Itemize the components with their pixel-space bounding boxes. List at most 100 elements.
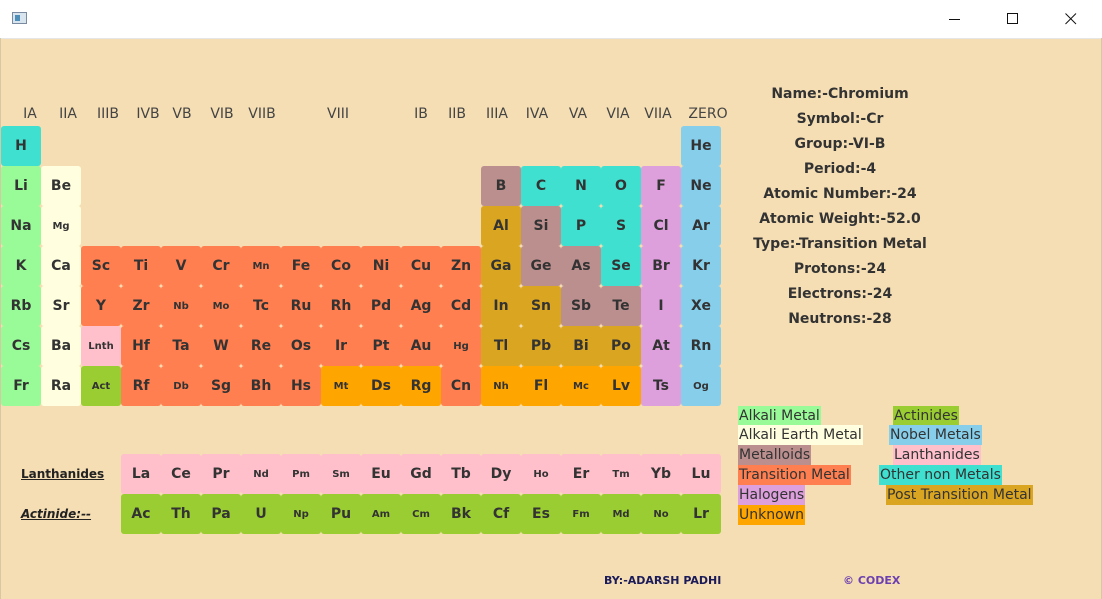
element-act[interactable]: Act — [81, 366, 121, 406]
element-tc[interactable]: Tc — [241, 286, 281, 326]
element-ti[interactable]: Ti — [121, 246, 161, 286]
element-yb[interactable]: Yb — [641, 454, 681, 494]
element-pt[interactable]: Pt — [361, 326, 401, 366]
element-lr[interactable]: Lr — [681, 494, 721, 534]
element-mo[interactable]: Mo — [201, 286, 241, 326]
element-re[interactable]: Re — [241, 326, 281, 366]
element-ir[interactable]: Ir — [321, 326, 361, 366]
element-bk[interactable]: Bk — [441, 494, 481, 534]
minimize-button[interactable] — [926, 0, 984, 38]
element-in[interactable]: In — [481, 286, 521, 326]
element-mn[interactable]: Mn — [241, 246, 281, 286]
element-pb[interactable]: Pb — [521, 326, 561, 366]
element-tl[interactable]: Tl — [481, 326, 521, 366]
element-cn[interactable]: Cn — [441, 366, 481, 406]
element-se[interactable]: Se — [601, 246, 641, 286]
element-p[interactable]: P — [561, 206, 601, 246]
element-nh[interactable]: Nh — [481, 366, 521, 406]
element-ga[interactable]: Ga — [481, 246, 521, 286]
element-mg[interactable]: Mg — [41, 206, 81, 246]
element-og[interactable]: Og — [681, 366, 721, 406]
element-cd[interactable]: Cd — [441, 286, 481, 326]
element-v[interactable]: V — [161, 246, 201, 286]
element-u[interactable]: U — [241, 494, 281, 534]
element-as[interactable]: As — [561, 246, 601, 286]
element-ar[interactable]: Ar — [681, 206, 721, 246]
element-os[interactable]: Os — [281, 326, 321, 366]
element-c[interactable]: C — [521, 166, 561, 206]
element-xe[interactable]: Xe — [681, 286, 721, 326]
element-la[interactable]: La — [121, 454, 161, 494]
element-rh[interactable]: Rh — [321, 286, 361, 326]
element-co[interactable]: Co — [321, 246, 361, 286]
element-rg[interactable]: Rg — [401, 366, 441, 406]
element-nd[interactable]: Nd — [241, 454, 281, 494]
element-dy[interactable]: Dy — [481, 454, 521, 494]
element-np[interactable]: Np — [281, 494, 321, 534]
element-bi[interactable]: Bi — [561, 326, 601, 366]
element-hf[interactable]: Hf — [121, 326, 161, 366]
element-f[interactable]: F — [641, 166, 681, 206]
element-hg[interactable]: Hg — [441, 326, 481, 366]
element-cr[interactable]: Cr — [201, 246, 241, 286]
element-zr[interactable]: Zr — [121, 286, 161, 326]
element-cs[interactable]: Cs — [1, 326, 41, 366]
element-mc[interactable]: Mc — [561, 366, 601, 406]
element-rb[interactable]: Rb — [1, 286, 41, 326]
element-ni[interactable]: Ni — [361, 246, 401, 286]
element-sm[interactable]: Sm — [321, 454, 361, 494]
element-cu[interactable]: Cu — [401, 246, 441, 286]
element-sn[interactable]: Sn — [521, 286, 561, 326]
element-nb[interactable]: Nb — [161, 286, 201, 326]
element-ra[interactable]: Ra — [41, 366, 81, 406]
element-y[interactable]: Y — [81, 286, 121, 326]
element-lu[interactable]: Lu — [681, 454, 721, 494]
element-br[interactable]: Br — [641, 246, 681, 286]
element-pu[interactable]: Pu — [321, 494, 361, 534]
element-lv[interactable]: Lv — [601, 366, 641, 406]
element-ru[interactable]: Ru — [281, 286, 321, 326]
element-s[interactable]: S — [601, 206, 641, 246]
element-cf[interactable]: Cf — [481, 494, 521, 534]
element-n[interactable]: N — [561, 166, 601, 206]
element-pr[interactable]: Pr — [201, 454, 241, 494]
close-button[interactable] — [1042, 0, 1100, 38]
element-pd[interactable]: Pd — [361, 286, 401, 326]
element-es[interactable]: Es — [521, 494, 561, 534]
element-db[interactable]: Db — [161, 366, 201, 406]
element-pm[interactable]: Pm — [281, 454, 321, 494]
element-sr[interactable]: Sr — [41, 286, 81, 326]
element-bh[interactable]: Bh — [241, 366, 281, 406]
element-i[interactable]: I — [641, 286, 681, 326]
element-po[interactable]: Po — [601, 326, 641, 366]
element-ba[interactable]: Ba — [41, 326, 81, 366]
element-zn[interactable]: Zn — [441, 246, 481, 286]
element-er[interactable]: Er — [561, 454, 601, 494]
element-he[interactable]: He — [681, 126, 721, 166]
element-ca[interactable]: Ca — [41, 246, 81, 286]
element-ge[interactable]: Ge — [521, 246, 561, 286]
element-au[interactable]: Au — [401, 326, 441, 366]
element-li[interactable]: Li — [1, 166, 41, 206]
element-lnth[interactable]: Lnth — [81, 326, 121, 366]
element-sc[interactable]: Sc — [81, 246, 121, 286]
element-be[interactable]: Be — [41, 166, 81, 206]
element-ag[interactable]: Ag — [401, 286, 441, 326]
element-hs[interactable]: Hs — [281, 366, 321, 406]
element-h[interactable]: H — [1, 126, 41, 166]
element-at[interactable]: At — [641, 326, 681, 366]
element-ce[interactable]: Ce — [161, 454, 201, 494]
element-cl[interactable]: Cl — [641, 206, 681, 246]
element-o[interactable]: O — [601, 166, 641, 206]
element-te[interactable]: Te — [601, 286, 641, 326]
element-th[interactable]: Th — [161, 494, 201, 534]
element-cm[interactable]: Cm — [401, 494, 441, 534]
maximize-button[interactable] — [984, 0, 1042, 38]
element-mt[interactable]: Mt — [321, 366, 361, 406]
element-k[interactable]: K — [1, 246, 41, 286]
element-ds[interactable]: Ds — [361, 366, 401, 406]
element-sg[interactable]: Sg — [201, 366, 241, 406]
element-fm[interactable]: Fm — [561, 494, 601, 534]
element-ta[interactable]: Ta — [161, 326, 201, 366]
element-ho[interactable]: Ho — [521, 454, 561, 494]
